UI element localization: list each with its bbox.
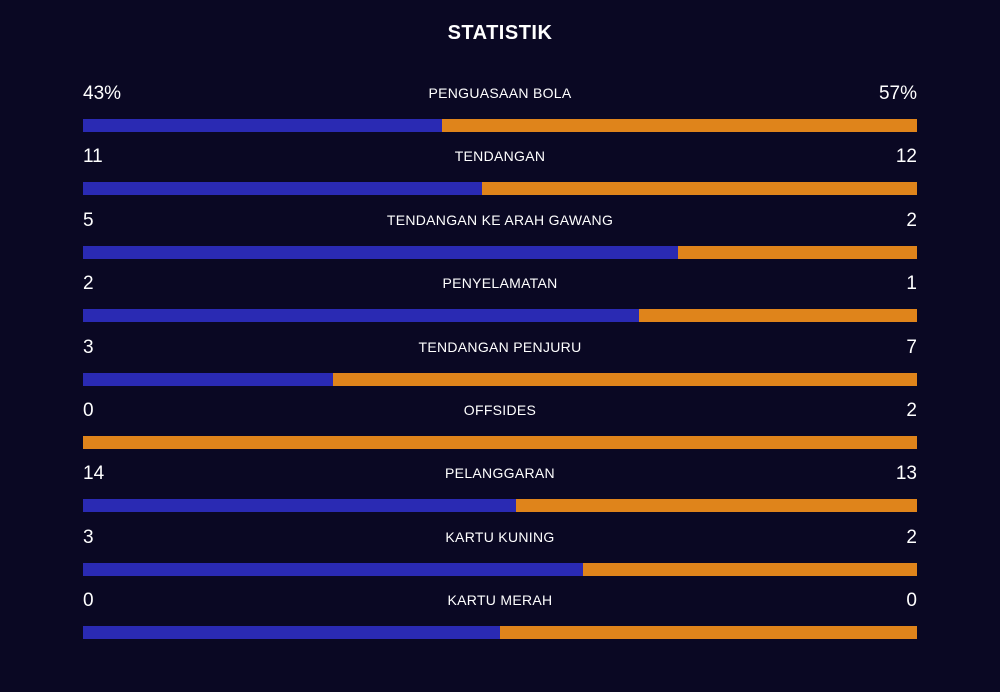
stat-bar	[83, 499, 917, 513]
away-value: 2	[906, 209, 917, 231]
stat-bar	[83, 119, 917, 132]
home-bar-fill	[83, 182, 482, 196]
home-bar-fill	[83, 245, 679, 259]
away-bar-fill	[583, 562, 917, 576]
stats-list: 43% PENGUASAAN BOLA 57% 11 TENDANGAN 12 …	[83, 80, 917, 651]
stat-row-saves: 2 PENYELAMATAN 1	[83, 270, 917, 333]
home-value: 14	[83, 463, 105, 485]
stat-bar	[83, 182, 917, 196]
away-bar-fill	[500, 626, 917, 640]
home-bar-fill	[83, 562, 584, 576]
away-value: 12	[895, 146, 917, 168]
away-bar-fill	[515, 499, 917, 513]
stat-row-shots: 11 TENDANGAN 12	[83, 143, 917, 206]
stat-label: TENDANGAN	[454, 148, 546, 165]
home-value: 0	[83, 590, 94, 612]
stat-bar	[83, 309, 917, 323]
home-bar-fill	[83, 309, 640, 323]
home-bar-fill	[83, 119, 442, 132]
home-bar-fill	[83, 626, 500, 640]
home-value: 0	[83, 399, 94, 421]
home-bar-fill	[83, 499, 516, 513]
away-bar-fill	[678, 245, 917, 259]
stat-row-fouls: 14 PELANGGARAN 13	[83, 460, 917, 523]
away-value: 2	[906, 399, 917, 421]
home-value: 11	[83, 146, 103, 168]
stat-label: PENGUASAAN BOLA	[428, 85, 572, 101]
stat-row-offsides: 0 OFFSIDES 2	[83, 397, 917, 460]
away-value: 0	[906, 590, 917, 612]
stat-label: KARTU MERAH	[447, 592, 553, 609]
stat-label: PENYELAMATAN	[442, 275, 558, 292]
stat-bar	[83, 562, 917, 576]
home-value: 3	[83, 336, 94, 358]
away-bar-fill	[83, 435, 917, 449]
away-bar-fill	[481, 182, 917, 196]
home-value: 3	[83, 526, 94, 548]
stat-label: OFFSIDES	[463, 401, 537, 418]
away-value: 1	[906, 273, 917, 295]
home-value: 2	[83, 273, 94, 295]
stat-label: TENDANGAN KE ARAH GAWANG	[386, 211, 614, 228]
stat-row-shots-on-target: 5 TENDANGAN KE ARAH GAWANG 2	[83, 207, 917, 270]
stat-row-red-cards: 0 KARTU MERAH 0	[83, 587, 917, 650]
home-value: 43%	[83, 83, 122, 104]
stat-label: TENDANGAN PENJURU	[418, 338, 582, 355]
away-value: 7	[906, 336, 917, 358]
away-bar-fill	[441, 119, 917, 132]
away-bar-fill	[333, 372, 917, 386]
stat-bar	[83, 435, 917, 449]
stat-label: PELANGGARAN	[445, 465, 555, 482]
home-value: 5	[83, 209, 94, 231]
statistics-title: STATISTIK	[447, 22, 553, 44]
stat-row-corners: 3 TENDANGAN PENJURU 7	[83, 334, 917, 397]
stat-bar	[83, 245, 917, 259]
away-value: 2	[906, 526, 917, 548]
stat-bar	[83, 626, 917, 640]
home-bar-fill	[83, 372, 334, 386]
away-value: 57%	[878, 83, 917, 104]
away-value: 13	[895, 463, 917, 485]
stat-row-yellow-cards: 3 KARTU KUNING 2	[83, 524, 917, 587]
stat-bar	[83, 372, 917, 386]
away-bar-fill	[639, 309, 917, 323]
stat-row-possession: 43% PENGUASAAN BOLA 57%	[83, 80, 917, 143]
stat-label: KARTU KUNING	[445, 528, 555, 545]
